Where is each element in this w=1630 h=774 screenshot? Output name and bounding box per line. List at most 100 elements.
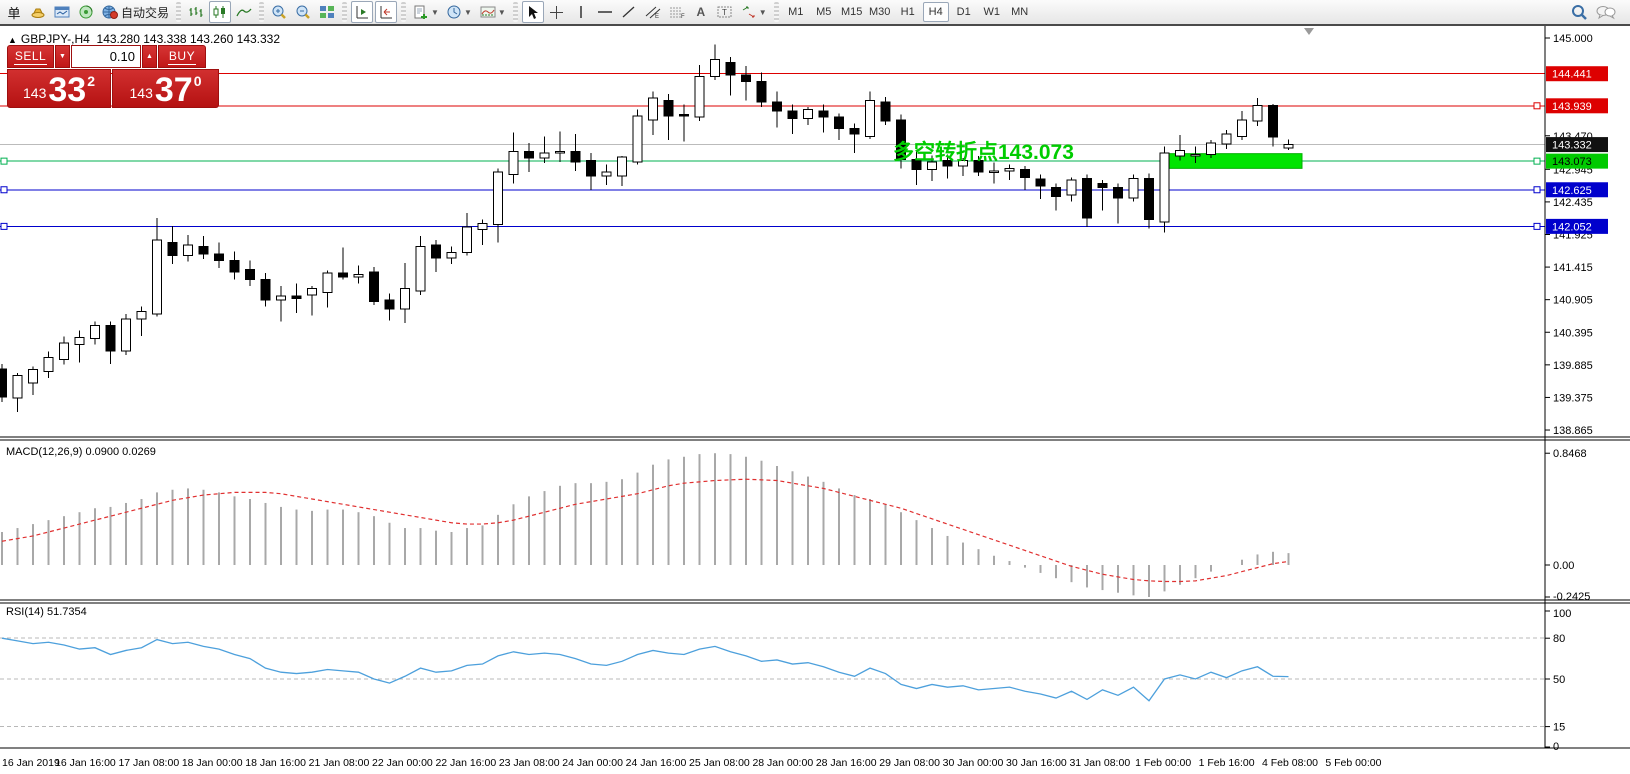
search-button[interactable]: [1568, 1, 1591, 23]
new-order-button[interactable]: 单: [3, 1, 25, 23]
volume-increase-button[interactable]: ▲: [142, 45, 157, 68]
panel-borders: [0, 26, 1630, 749]
bullish-candle: [400, 287, 410, 310]
bearish-candle: [818, 110, 829, 118]
volume-decrease-button[interactable]: ▼: [55, 45, 70, 68]
chart-shift-button[interactable]: [375, 1, 398, 23]
anchor-square-icon[interactable]: [1533, 186, 1541, 194]
toolbar-group-zoom: [267, 0, 339, 24]
sell-button[interactable]: SELL: [7, 45, 54, 68]
chat-button[interactable]: [1593, 1, 1619, 23]
buy-button[interactable]: BUY: [158, 45, 206, 68]
text-label-button[interactable]: T: [714, 1, 736, 23]
bullish-candle: [493, 171, 503, 226]
new-chart-icon: [413, 5, 429, 19]
rsi-axis-label: 15: [1553, 722, 1565, 734]
zoom-out-button[interactable]: [292, 1, 314, 23]
anchor-square-icon[interactable]: [0, 157, 8, 165]
price-axis[interactable]: 145.000143.470142.945142.435141.925141.4…: [1545, 33, 1608, 753]
tile-windows-button[interactable]: [316, 1, 338, 23]
horizontal-line-icon: [597, 7, 613, 17]
arrows-button[interactable]: ▼: [738, 1, 770, 23]
horizontal-line-button[interactable]: [594, 1, 616, 23]
chart-canvas[interactable]: 145.000143.470142.945142.435141.925141.4…: [0, 26, 1630, 774]
bearish-candle: [214, 253, 224, 261]
timeframe-d1-button[interactable]: D1: [956, 6, 971, 18]
auto-trading-button[interactable]: 自动交易: [99, 1, 172, 23]
signals-icon: [78, 5, 94, 19]
time-tick-label: 30 Jan 00:00: [943, 757, 1004, 769]
anchor-square-icon[interactable]: [1533, 102, 1541, 110]
market-watch-button[interactable]: [51, 1, 73, 23]
anchor-square-icon[interactable]: [0, 186, 8, 194]
bearish-candle: [880, 101, 891, 122]
bullish-candle: [90, 325, 100, 339]
toolbar-group-right: [1567, 1, 1620, 23]
bearish-candle: [679, 114, 689, 117]
trend-line-button[interactable]: [618, 1, 640, 23]
anchor-square-icon[interactable]: [1533, 222, 1541, 230]
indicators-icon: [480, 5, 496, 19]
vertical-line-button[interactable]: [570, 1, 592, 23]
candles-layer[interactable]: [0, 44, 1294, 412]
chart-shift-marker-icon[interactable]: [1304, 28, 1314, 35]
zoom-in-button[interactable]: [268, 1, 290, 23]
cursor-button[interactable]: [521, 1, 544, 23]
buy-price-display[interactable]: 143 37 0: [112, 69, 219, 108]
volume-input[interactable]: 0.10: [71, 45, 141, 68]
time-tick-label: 29 Jan 08:00: [879, 757, 940, 769]
channel-button[interactable]: E: [642, 1, 664, 23]
bar-chart-button[interactable]: [185, 1, 207, 23]
time-tick-label: 31 Jan 08:00: [1069, 757, 1130, 769]
bullish-candle: [865, 100, 875, 137]
timeframe-mn-button[interactable]: MN: [1011, 6, 1029, 18]
ohlc-values: 143.280 143.338 143.260 143.332: [96, 32, 281, 46]
timeframe-m30-button[interactable]: M30: [869, 6, 891, 18]
auto-scroll-button[interactable]: [351, 1, 374, 23]
timeframe-m1-button[interactable]: M1: [788, 6, 804, 18]
gold-ingot-button[interactable]: [27, 1, 49, 23]
anchor-square-icon[interactable]: [0, 222, 8, 230]
text-icon: A: [696, 5, 706, 19]
signals-button[interactable]: [75, 1, 97, 23]
timeframe-h4-button[interactable]: H4: [922, 2, 949, 22]
bearish-candle: [260, 279, 271, 301]
period-clock-icon: [447, 5, 462, 20]
time-tick-label: 25 Jan 08:00: [689, 757, 750, 769]
rsi-axis-label: 100: [1553, 608, 1571, 620]
fibonacci-icon: F: [669, 5, 685, 19]
time-tick-label: 5 Feb 00:00: [1325, 757, 1381, 769]
line-chart-button[interactable]: [233, 1, 255, 23]
price-badge-label: 142.052: [1552, 221, 1592, 233]
macd-panel[interactable]: [1, 453, 1290, 598]
collapse-triangle-icon[interactable]: ▲: [8, 35, 17, 45]
bearish-candle: [167, 241, 178, 256]
sell-price-display[interactable]: 143 33 2: [7, 69, 111, 108]
timeframe-h1-button[interactable]: H1: [900, 6, 915, 18]
bullish-candle: [1206, 142, 1216, 155]
indicators-button[interactable]: ▼: [477, 1, 509, 23]
auto-trading-label: 自动交易: [121, 5, 170, 20]
svg-text:E: E: [655, 14, 659, 19]
macd-indicator-label: MACD(12,26,9) 0.0900 0.0269: [6, 446, 156, 458]
crosshair-button[interactable]: [546, 1, 568, 23]
toolbar-group-scroll: [350, 0, 398, 24]
bearish-candle: [725, 61, 736, 76]
timeframe-m15-button[interactable]: M15: [841, 6, 863, 18]
text-button[interactable]: A: [690, 1, 712, 23]
timeframe-m5-button[interactable]: M5: [816, 6, 832, 18]
bullish-candle: [555, 151, 565, 154]
rsi-indicator-label: RSI(14) 51.7354: [6, 606, 87, 618]
toolbar-separator: [259, 2, 265, 22]
period-clock-button[interactable]: ▼: [444, 1, 475, 23]
rsi-panel[interactable]: [0, 637, 1545, 728]
fibonacci-button[interactable]: F: [666, 1, 688, 23]
bearish-candle: [1113, 187, 1123, 199]
new-chart-button[interactable]: ▼: [410, 1, 442, 23]
anchor-square-icon[interactable]: [1533, 157, 1541, 165]
timeframe-w1-button[interactable]: W1: [983, 6, 1000, 18]
cursor-icon: [526, 5, 540, 20]
candle-chart-button[interactable]: [209, 1, 232, 23]
toolbar-group-drawtools: E F A T ▼: [521, 0, 771, 24]
